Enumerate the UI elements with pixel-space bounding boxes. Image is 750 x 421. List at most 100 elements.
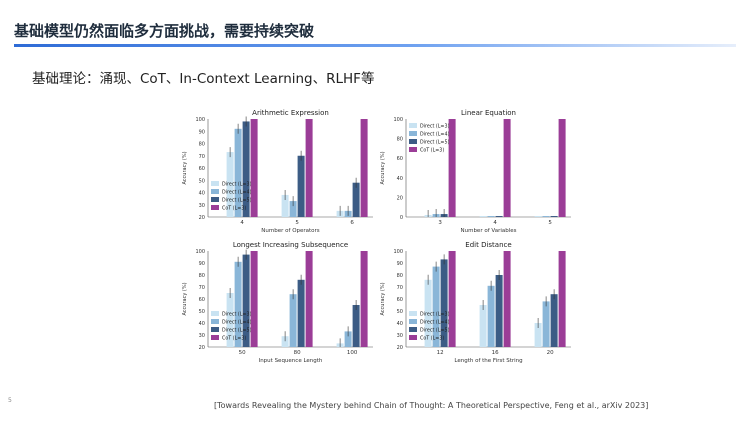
bar [448,251,456,347]
y-tick-label: 100 [195,117,205,123]
bar [534,216,542,217]
legend-swatch [211,205,219,210]
bar [250,119,258,217]
slide-subtitle: 基础理论：涌现、CoT、In-Context Learning、RLHF等 [32,71,375,87]
y-tick-label: 60 [397,297,403,303]
x-tick-label: 20 [547,350,554,356]
bar [289,201,297,217]
y-tick-label: 80 [199,273,205,279]
x-tick-label: 4 [240,220,244,226]
bar [503,119,511,217]
y-tick-label: 90 [397,261,403,267]
y-tick-label: 20 [397,345,403,351]
bar [440,259,448,347]
x-tick-label: 3 [438,220,442,226]
y-tick-label: 90 [199,129,205,135]
citation: [Towards Revealing the Mystery behind Ch… [214,401,649,410]
y-tick-label: 70 [199,285,205,291]
chart-title: Edit Distance [465,241,511,249]
legend-swatch [409,139,417,144]
legend-label: Direct (L=3) [420,312,450,318]
y-tick-label: 30 [199,333,205,339]
legend-swatch [211,327,219,332]
legend-swatch [409,131,417,136]
y-tick-label: 40 [397,321,403,327]
x-tick-label: 5 [295,220,299,226]
bar [242,254,250,347]
bar [495,216,503,217]
slide-title: 基础模型仍然面临多方面挑战，需要持续突破 [14,22,315,40]
figure-panel: Arithmetic Expression 20 30 40 50 60 70 80 90 100… [168,103,580,367]
legend-swatch [409,319,417,324]
y-tick-label: 50 [397,309,403,315]
y-tick-label: 40 [397,176,403,182]
bar [432,266,440,347]
bar [352,305,360,347]
x-axis-label: Length of the First String [454,358,522,364]
legend-label: Direct (L=4) [420,132,450,138]
bar [281,336,289,347]
y-tick-label: 30 [199,203,205,209]
y-tick-label: 100 [393,117,403,123]
legend-swatch [409,123,417,128]
legend-label: CoT (L=3) [222,336,246,342]
y-tick-label: 80 [199,142,205,148]
legend-label: Direct (L=3) [420,124,450,130]
legend-label: Direct (L=4) [420,320,450,326]
legend-swatch [409,335,417,340]
legend-label: CoT (L=3) [222,206,246,212]
legend-label: CoT (L=3) [420,336,444,342]
x-tick-label: 16 [492,350,499,356]
y-axis-label: Accuracy (%) [380,151,386,184]
bar [487,285,495,347]
y-tick-label: 20 [199,345,205,351]
bar [297,155,305,217]
y-tick-label: 60 [199,297,205,303]
bar [289,294,297,347]
x-tick-label: 12 [437,350,444,356]
legend-label: Direct (L=5) [222,198,252,204]
y-tick-label: 20 [199,215,205,221]
legend-label: CoT (L=3) [420,148,444,154]
legend-swatch [211,181,219,186]
y-axis-label: Accuracy (%) [182,282,188,315]
x-tick-label: 100 [347,350,358,356]
y-tick-label: 70 [199,154,205,160]
legend-swatch [211,319,219,324]
bar [558,119,566,217]
bar [234,261,242,347]
bar [297,279,305,347]
bar [360,119,368,217]
y-tick-label: 80 [397,273,403,279]
chart-title: Linear Equation [461,109,516,117]
bar [479,305,487,347]
figure-svg: Arithmetic Expression 20 30 40 50 60 70 80 90 100… [182,109,571,364]
x-axis-label: Number of Operators [261,228,320,234]
title-underline [14,44,736,47]
bar [305,251,313,347]
x-tick-label: 80 [294,350,301,356]
legend-label: Direct (L=3) [222,312,252,318]
bar [503,251,511,347]
bar [360,251,368,347]
x-axis-label: Input Sequence Length [259,358,323,364]
bar [542,216,550,217]
y-axis-label: Accuracy (%) [380,282,386,315]
y-tick-label: 50 [199,178,205,184]
x-tick-label: 6 [350,220,354,226]
legend-label: Direct (L=5) [420,328,450,334]
bar [234,128,242,217]
y-tick-label: 30 [397,333,403,339]
bar [226,293,234,347]
x-tick-label: 5 [548,220,552,226]
y-axis-label: Accuracy (%) [182,151,188,184]
legend-swatch [211,335,219,340]
y-tick-label: 80 [397,137,403,143]
legend-swatch [211,189,219,194]
chart-title: Arithmetic Expression [252,109,329,117]
legend-label: Direct (L=5) [420,140,450,146]
bar [479,216,487,217]
y-tick-label: 40 [199,191,205,197]
legend-swatch [211,311,219,316]
